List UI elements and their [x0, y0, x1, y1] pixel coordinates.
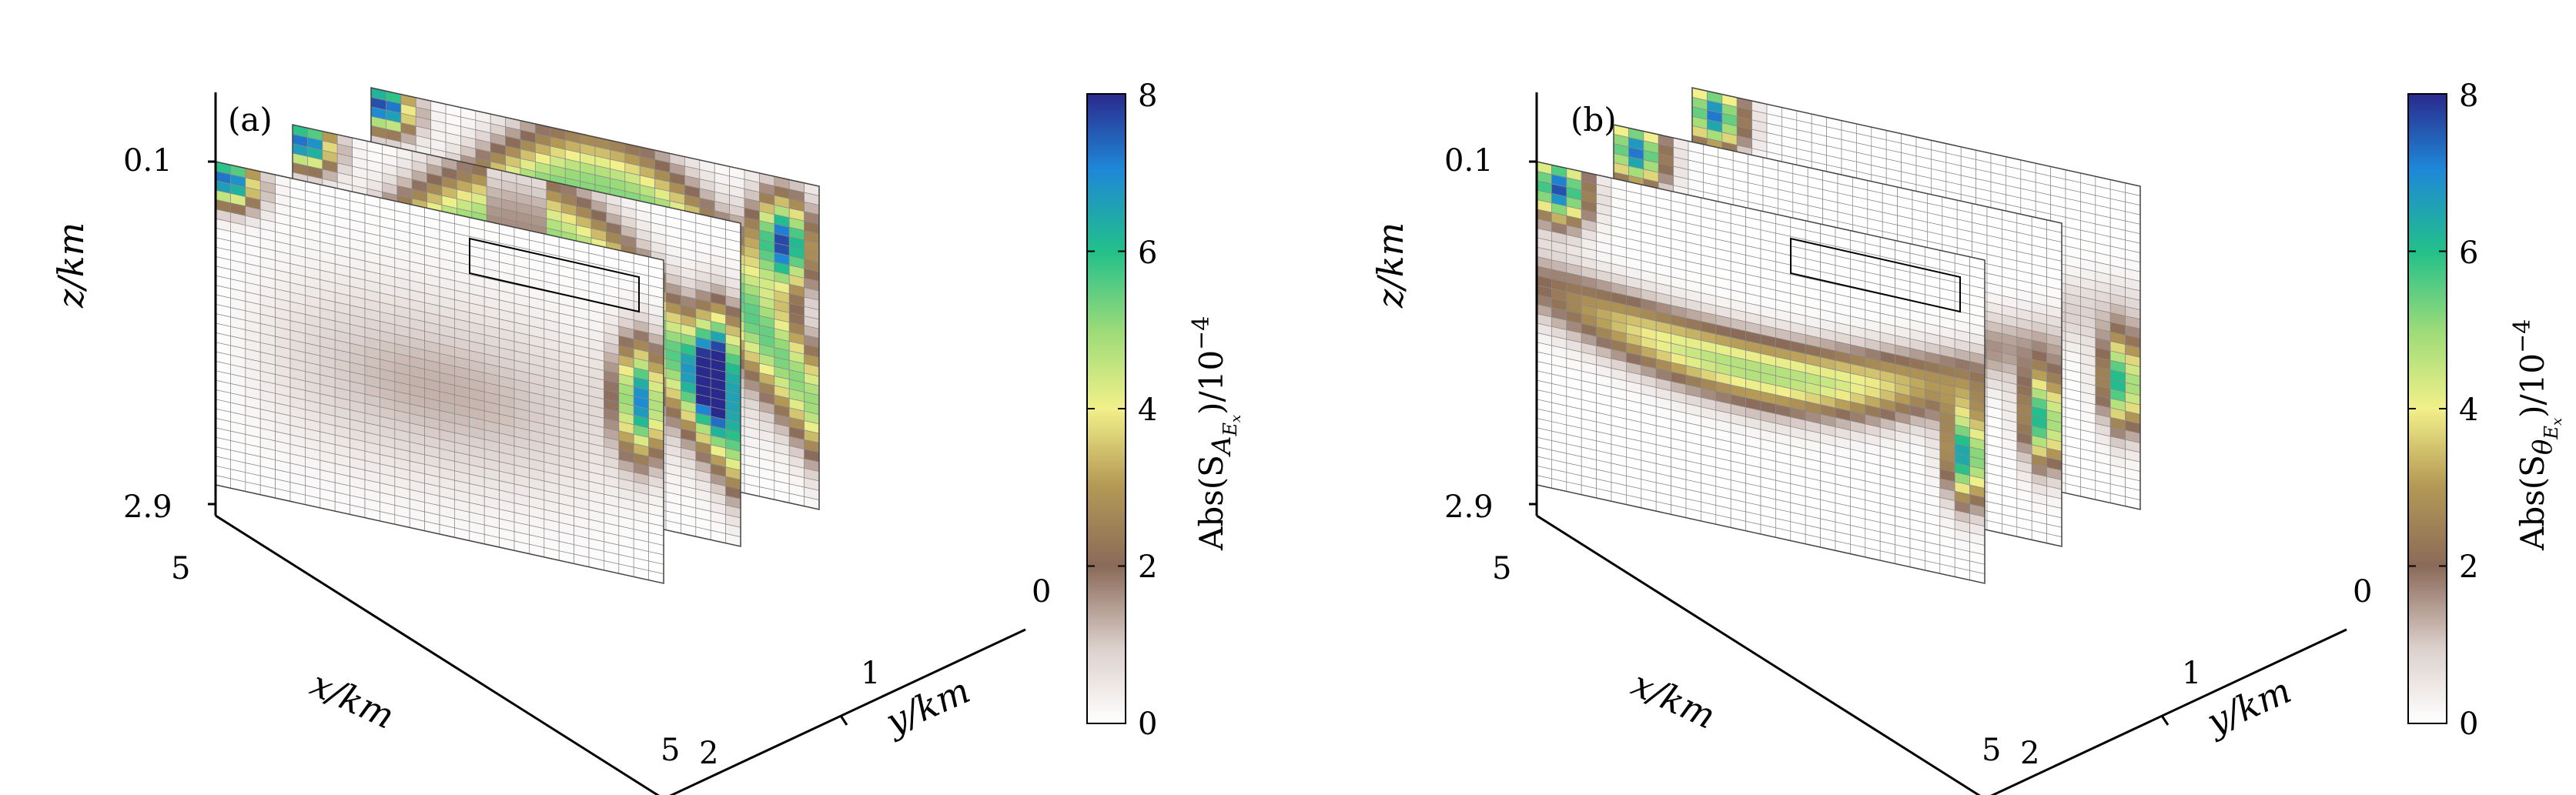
colorbar: 8 6 4 2 0 Abs(SAEx)/10−4 [1086, 78, 1244, 742]
source-box [469, 237, 640, 313]
x-tick-label: 5 [171, 551, 190, 586]
colorbar-tick-label: 8 [1138, 78, 1157, 114]
panel-label: (b) [1571, 101, 1617, 139]
slice-plane [215, 161, 664, 584]
y-axis-line [669, 628, 1026, 795]
colorbar-tick-label: 6 [1138, 235, 1157, 271]
y-tick-label: 2 [699, 736, 718, 771]
x-tick-label: 5 [661, 733, 680, 768]
x-axis-line [215, 514, 660, 795]
colorbar-label: Abs(SAEx)/10−4 [1188, 316, 1244, 551]
y-axis-label: y/km [878, 670, 976, 743]
z-tick-label: 0.1 [123, 143, 172, 179]
z-tick-label: 2.9 [123, 489, 172, 525]
slice-planes [1536, 87, 2141, 584]
axes [208, 92, 1026, 795]
panel-b: (b) 0.1 2.9 z/km 5 5 x/km 2 1 0 y/km 8 6… [1370, 78, 2565, 795]
colorbar-tick-label: 2 [1138, 549, 1157, 585]
z-axis-label: z/km [50, 222, 92, 309]
y-tick-label: 0 [1032, 574, 1051, 610]
panel-label: (a) [228, 101, 273, 139]
y-axis-tick [839, 715, 848, 726]
y-tick-label: 1 [861, 656, 880, 691]
colorbar-tick-label: 4 [1138, 392, 1157, 428]
panel-a: (a) 0.1 2.9 z/km 5 5 x/km 2 1 0 y/km 8 6… [50, 78, 1244, 795]
source-outline [469, 237, 640, 313]
x-axis-label: x/km [304, 663, 400, 737]
colorbar-tick-label: 0 [1138, 706, 1157, 742]
slice-planes [215, 87, 820, 584]
